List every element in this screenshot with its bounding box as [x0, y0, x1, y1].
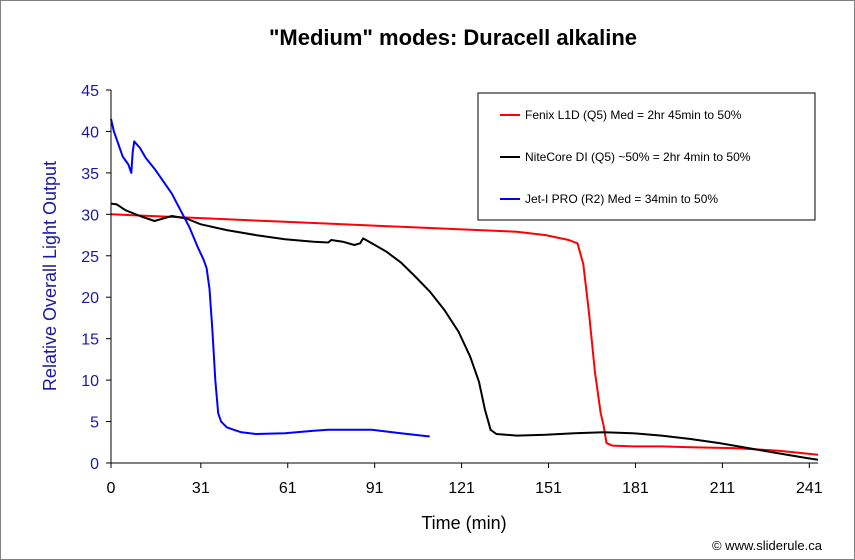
series-line-1 — [110, 213, 819, 456]
x-tick-label: 31 — [192, 480, 210, 497]
y-tick-label: 40 — [81, 124, 99, 141]
legend-label-3: Jet-I PRO (R2) Med = 34min to 50% — [525, 192, 718, 206]
x-tick-label: 61 — [279, 480, 297, 497]
y-tick-label: 10 — [81, 373, 99, 390]
legend: Fenix L1D (Q5) Med = 2hr 45min to 50% Nit… — [477, 92, 816, 221]
y-tick-label: 30 — [81, 207, 99, 224]
legend-box — [477, 92, 816, 221]
y-tick-label: 15 — [81, 332, 99, 349]
copyright-text: © www.sliderule.ca — [712, 538, 823, 553]
x-tick-label: 0 — [107, 480, 116, 497]
series-layer — [110, 118, 819, 461]
y-axis-ticks: 0 5 10 15 20 25 30 35 40 45 — [81, 83, 111, 473]
y-axis-title: Relative Overall Light Output — [40, 161, 60, 391]
series-line-2 — [110, 202, 819, 461]
series-line-3 — [110, 118, 430, 438]
y-tick-label: 0 — [90, 456, 99, 473]
y-tick-label: 5 — [90, 415, 99, 432]
legend-label-1: Fenix L1D (Q5) Med = 2hr 45min to 50% — [525, 108, 742, 122]
y-tick-label: 35 — [81, 166, 99, 183]
x-axis-title: Time (min) — [421, 513, 506, 533]
chart-title: "Medium" modes: Duracell alkaline — [269, 25, 637, 50]
legend-label-2: NiteCore DI (Q5) ~50% = 2hr 4min to 50% — [525, 150, 751, 164]
x-tick-label: 181 — [622, 480, 649, 497]
x-tick-label: 91 — [366, 480, 384, 497]
x-tick-label: 241 — [796, 480, 823, 497]
y-tick-label: 45 — [81, 83, 99, 100]
x-tick-label: 151 — [535, 480, 562, 497]
y-tick-label: 20 — [81, 290, 99, 307]
x-tick-label: 121 — [448, 480, 475, 497]
y-tick-label: 25 — [81, 249, 99, 266]
x-axis-ticks: 0 31 61 91 121 151 181 211 241 — [107, 463, 823, 497]
x-tick-label: 211 — [710, 480, 736, 497]
